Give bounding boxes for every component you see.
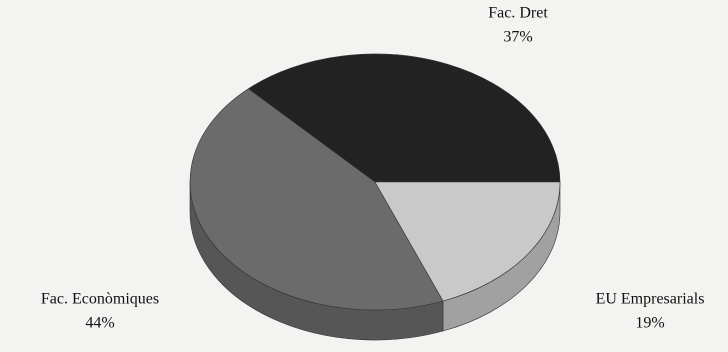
slice-label: Fac. Dret bbox=[488, 5, 548, 22]
slice-label: EU Empresarials bbox=[596, 291, 705, 308]
slice-value-label: 37% bbox=[503, 29, 532, 46]
pie-slice bbox=[374, 181, 561, 302]
slice-value-label: 19% bbox=[635, 315, 664, 332]
slice-label: Fac. Econòmiques bbox=[41, 291, 159, 308]
pie-slice bbox=[247, 53, 561, 183]
slice-value-label: 44% bbox=[85, 315, 114, 332]
pie-slice bbox=[189, 88, 444, 311]
